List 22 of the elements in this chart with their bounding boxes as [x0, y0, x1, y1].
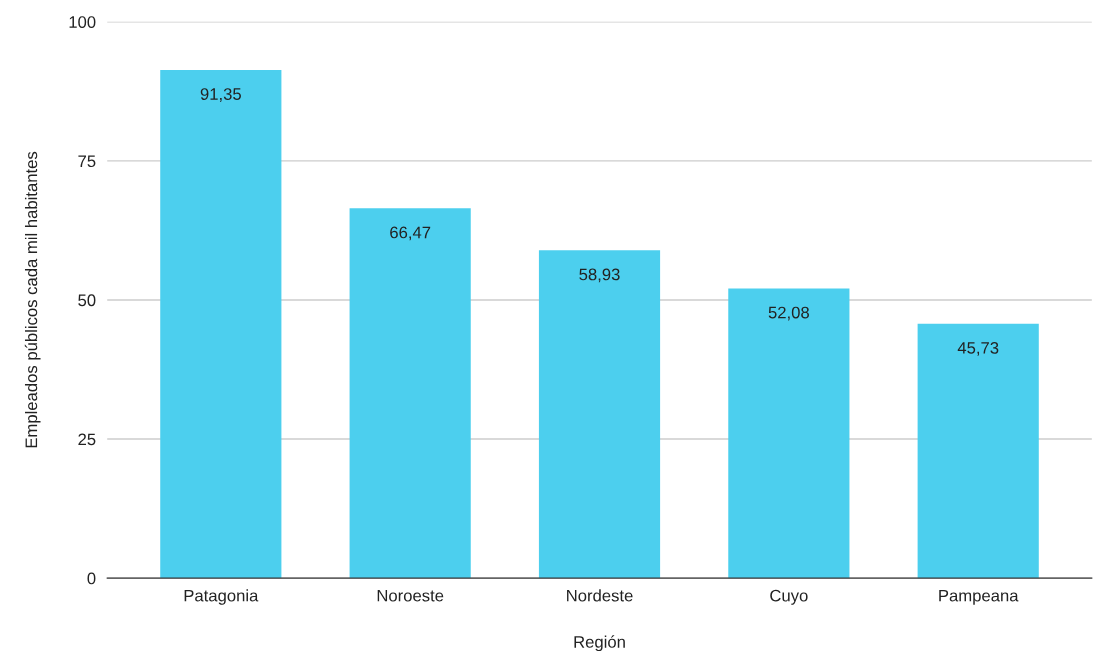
- y-axis-title: Empleados públicos cada mil habitantes: [24, 151, 41, 448]
- y-tick-label: 0: [87, 572, 96, 585]
- data-label: 91,35: [200, 88, 241, 102]
- y-tick-label: 100: [69, 16, 96, 28]
- x-tick-label: Noroeste: [377, 589, 444, 602]
- bar: [917, 323, 1039, 579]
- x-tick-label: Cuyo: [770, 589, 808, 605]
- data-label: 52,08: [768, 306, 809, 321]
- data-label: 45,73: [957, 341, 999, 356]
- x-tick-label: Patagonia: [184, 589, 259, 605]
- data-label: 66,47: [390, 226, 431, 241]
- y-tick-label: 75: [78, 155, 96, 168]
- bar: [538, 250, 661, 579]
- x-axis-title: Región: [574, 635, 625, 652]
- bar: [349, 208, 471, 579]
- data-label: 58,93: [579, 268, 620, 283]
- y-tick-label: 50: [78, 294, 96, 307]
- x-tick-label: Pampeana: [939, 589, 1019, 605]
- y-tick-label: 25: [78, 433, 96, 446]
- bar: [728, 288, 850, 579]
- x-tick-label: Nordeste: [567, 589, 633, 602]
- bar: [160, 69, 282, 579]
